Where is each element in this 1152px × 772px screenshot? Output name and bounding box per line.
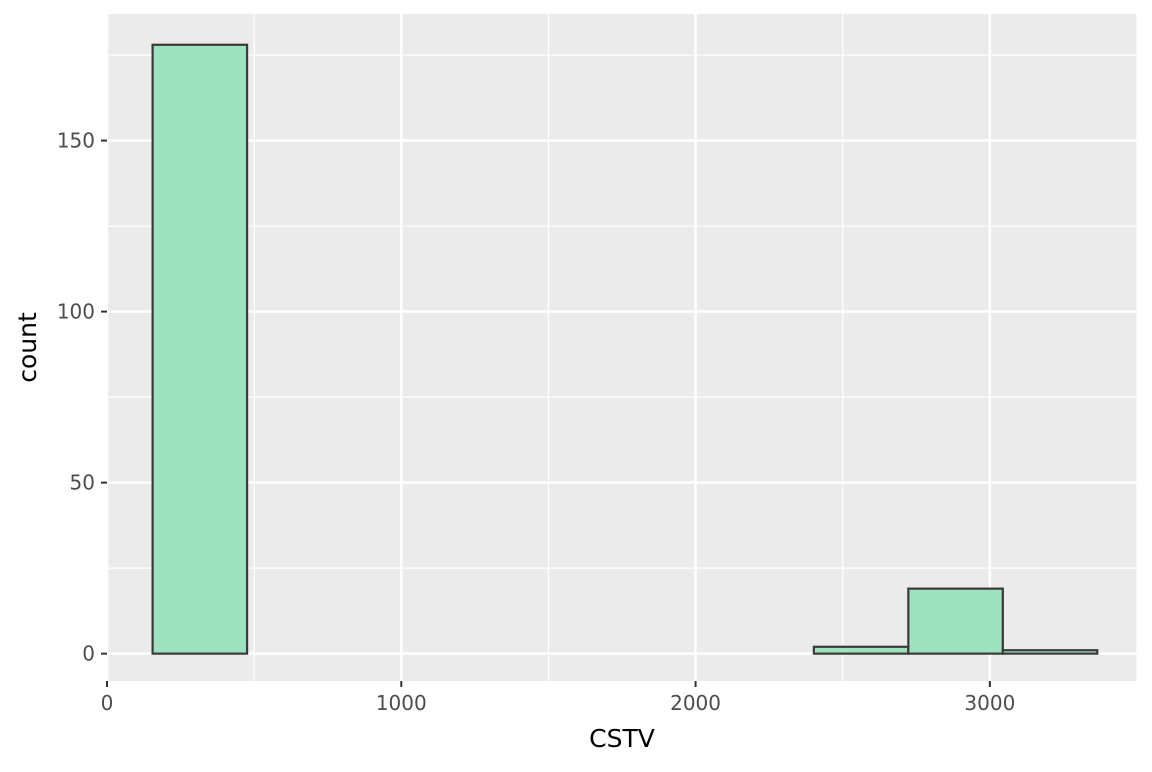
histogram-bar [151,43,249,655]
x-axis-title: CSTV [589,724,655,753]
y-tick-label: 0 [82,642,95,666]
histogram-bar [812,645,910,655]
histogram-bars [151,43,1099,655]
histogram-bar [1001,649,1099,655]
grid-minor [107,14,1138,681]
y-tick-label: 100 [57,300,95,324]
plot-panel [107,14,1137,681]
x-tick-label: 0 [101,691,114,715]
x-tick-label: 1000 [376,691,427,715]
histogram-bar [907,587,1004,655]
x-tick-label: 2000 [670,691,721,715]
y-axis-title: count [13,312,42,383]
y-tick-label: 50 [70,471,95,495]
y-tick-label: 150 [57,129,95,153]
y-axis: 0 50 100 150 [57,129,107,666]
x-tick-label: 3000 [964,691,1015,715]
x-axis: 0 1000 2000 3000 [101,681,1015,715]
